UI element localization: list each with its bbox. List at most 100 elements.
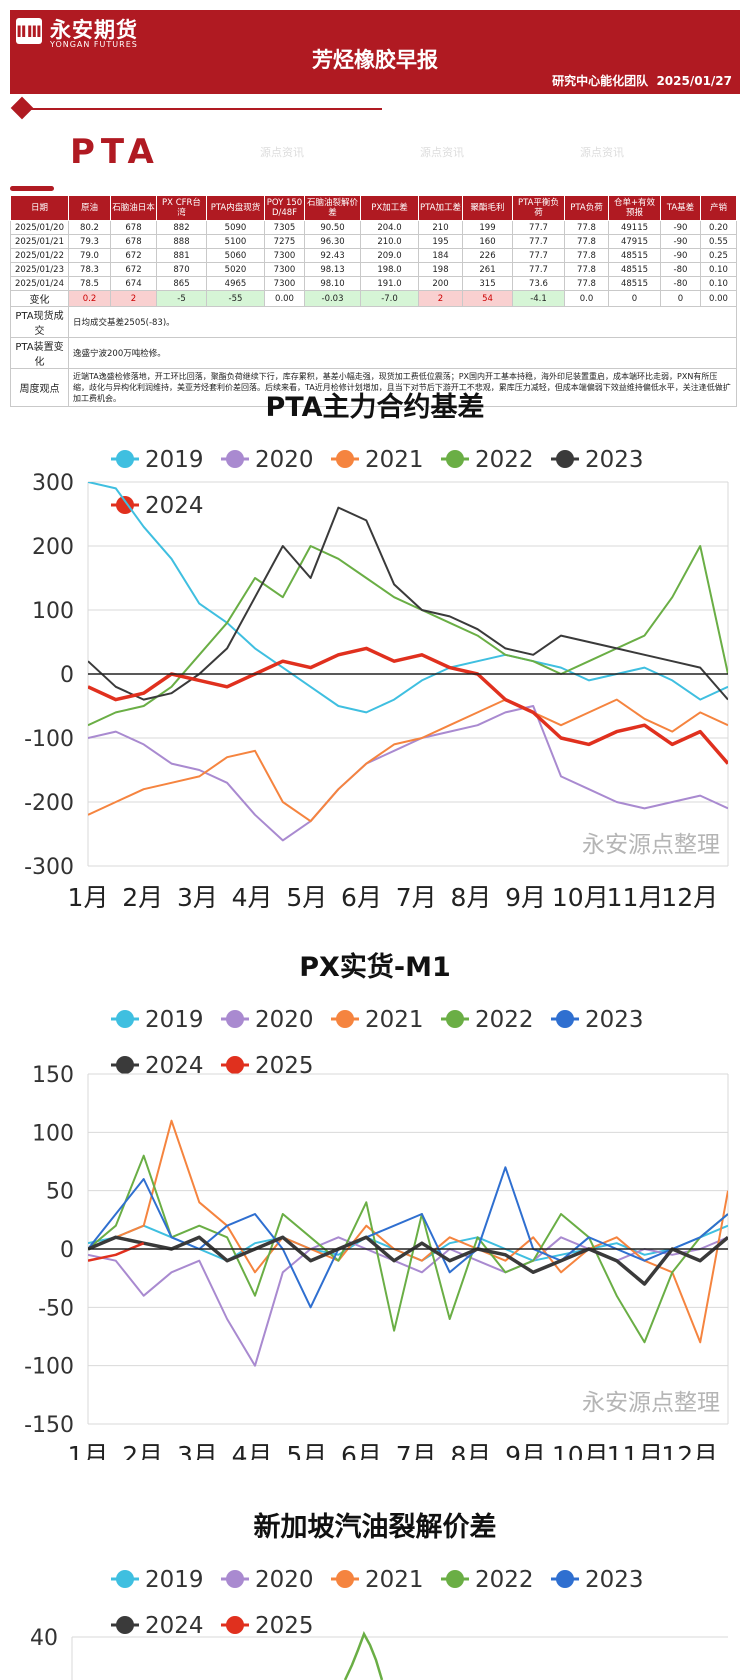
table-cell: 4965 <box>206 276 265 291</box>
logo-cn-text: 永安期货 <box>50 18 138 42</box>
table-cell: 77.7 <box>512 220 565 235</box>
table-header-cell: PTA负荷 <box>564 195 609 221</box>
table-cell: 77.8 <box>564 234 609 249</box>
x-tick-label: 2月 <box>122 1441 163 1460</box>
chart-title: PTA主力合约基差 <box>265 391 484 423</box>
weekly-label: 周度观点 <box>10 368 69 407</box>
table-cell: 882 <box>156 220 207 235</box>
table-cell: 5020 <box>206 262 265 277</box>
table-cell: 7300 <box>264 262 305 277</box>
x-tick-label: 2月 <box>122 883 163 912</box>
change-cell: 0.2 <box>68 290 111 307</box>
legend-label-2025: 2025 <box>255 1613 314 1639</box>
table-cell: 198.0 <box>360 262 419 277</box>
table-cell: 2025/01/22 <box>10 248 69 263</box>
table-spot-row: PTA现货成交 日均成交基差2505(-83)。 <box>10 306 737 338</box>
table-header-cell: POY 150 D/48F <box>264 195 305 221</box>
table-row: 2025/01/24 78.5 674 865 4965 7300 98.10 191.0 20… <box>10 276 737 291</box>
table-row: 2025/01/20 80.2 678 882 5090 7305 90.50 204.0 21… <box>10 220 737 235</box>
x-tick-label: 11月 <box>607 1441 664 1460</box>
table-cell: 888 <box>156 234 207 249</box>
table-cell: 2025/01/23 <box>10 262 69 277</box>
table-header-cell: TA基差 <box>660 195 701 221</box>
table-cell: 200 <box>418 276 463 291</box>
table-cell: 47915 <box>608 234 661 249</box>
legend-label-2024: 2024 <box>145 493 204 519</box>
table-cell: 80.2 <box>68 220 111 235</box>
table-cell: 48515 <box>608 248 661 263</box>
table-cell: 77.8 <box>564 276 609 291</box>
legend-marker-2024 <box>116 496 134 514</box>
legend-marker-2023 <box>556 450 574 468</box>
y-tick-label: -300 <box>24 855 74 880</box>
device-label: PTA装置变化 <box>10 337 69 369</box>
table-header-cell: 石脑油裂解价差 <box>304 195 361 221</box>
x-tick-label: 9月 <box>505 1441 546 1460</box>
table-cell: 870 <box>156 262 207 277</box>
x-tick-label: 3月 <box>177 883 218 912</box>
table-cell: 2025/01/20 <box>10 220 69 235</box>
series-line-2023 <box>88 1166 728 1309</box>
series-line-2021 <box>88 698 728 823</box>
y-tick-label: 100 <box>32 599 74 624</box>
x-tick-label: 6月 <box>341 883 382 912</box>
legend-label-2019: 2019 <box>145 1567 204 1593</box>
y-tick-label: 300 <box>32 471 74 496</box>
table-header-cell: 原油 <box>68 195 111 221</box>
table-cell: 73.6 <box>512 276 565 291</box>
table-cell: 79.0 <box>68 248 111 263</box>
table-header-cell: 日期 <box>10 195 69 221</box>
legend-marker-2025 <box>226 1616 244 1634</box>
legend-marker-2024 <box>116 1056 134 1074</box>
change-cell: 0 <box>660 290 701 307</box>
series-line-2022 <box>88 1154 728 1344</box>
table-cell: 881 <box>156 248 207 263</box>
table-cell: 98.13 <box>304 262 361 277</box>
legend-marker-2019 <box>116 450 134 468</box>
table-cell: 678 <box>110 220 157 235</box>
legend-label-2019: 2019 <box>145 1007 204 1033</box>
legend-marker-2022 <box>446 450 464 468</box>
legend-label-2020: 2020 <box>255 1007 314 1033</box>
x-tick-label: 1月 <box>68 883 109 912</box>
legend-label-2025: 2025 <box>255 1053 314 1079</box>
table-cell: -90 <box>660 220 701 235</box>
table-cell: 7300 <box>264 276 305 291</box>
watermark-text: 源点资讯 <box>580 146 624 159</box>
x-tick-label: 12月 <box>661 1441 718 1460</box>
chart-watermark: 永安源点整理 <box>582 832 720 858</box>
table-header-cell: PTA加工差 <box>418 195 463 221</box>
legend-marker-2025 <box>226 1056 244 1074</box>
table-cell: 77.8 <box>564 220 609 235</box>
legend-label-2023: 2023 <box>585 1567 644 1593</box>
legend-label-2021: 2021 <box>365 447 424 473</box>
table-cell: 865 <box>156 276 207 291</box>
table-cell: 78.5 <box>68 276 111 291</box>
table-cell: 2025/01/21 <box>10 234 69 249</box>
y-tick-label: 150 <box>32 1063 74 1088</box>
x-tick-label: 4月 <box>232 883 273 912</box>
legend-label-2021: 2021 <box>365 1007 424 1033</box>
legend-label-2024: 2024 <box>145 1053 204 1079</box>
table-cell: 204.0 <box>360 220 419 235</box>
legend-label-2023: 2023 <box>585 1007 644 1033</box>
legend-marker-2023 <box>556 1010 574 1028</box>
table-cell: 261 <box>462 262 513 277</box>
y-tick-label: -200 <box>24 791 74 816</box>
table-cell: 198 <box>418 262 463 277</box>
x-tick-label: 5月 <box>286 883 327 912</box>
table-cell: 77.8 <box>564 248 609 263</box>
report-header: ⅡⅢ 永安期货 YONGAN FUTURES 芳烃橡胶早报 研究中心能化团队 2… <box>10 10 740 94</box>
legend-marker-2019 <box>116 1010 134 1028</box>
x-tick-label: 3月 <box>177 1441 218 1460</box>
y-tick-label: -50 <box>38 1296 74 1321</box>
pta-basis-chart: PTA主力合约基差 2019 2020 2021 2022 2023 2024 300 200 1… <box>0 380 750 920</box>
table-cell: 195 <box>418 234 463 249</box>
table-cell: 48515 <box>608 276 661 291</box>
y-tick-label: -100 <box>24 1355 74 1380</box>
table-cell: 90.50 <box>304 220 361 235</box>
table-header-row: 日期 原油 石脑油日本 PX CFR台湾 PTA内盘现货 POY 150 D/48F 石脑油… <box>10 195 737 221</box>
table-cell: 2025/01/24 <box>10 276 69 291</box>
legend-marker-2020 <box>226 450 244 468</box>
x-tick-label: 6月 <box>341 1441 382 1460</box>
